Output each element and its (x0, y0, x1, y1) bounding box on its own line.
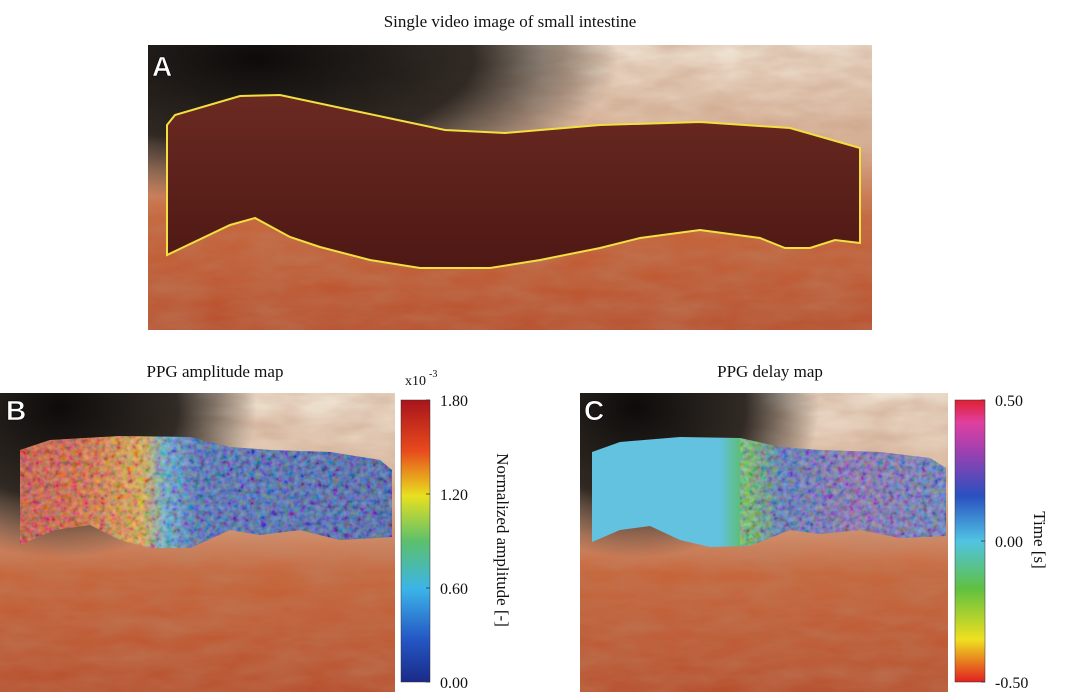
colorbar-tick-label: 0.50 (995, 393, 1023, 410)
panel-label: C (584, 395, 604, 426)
colorbar-tick-label: 0.60 (440, 581, 468, 598)
colorbar (954, 399, 986, 683)
colorbar-tick-label: 0.00 (440, 675, 468, 692)
figure-title: Single video image of small intestine (384, 12, 637, 31)
colorbar-multiplier: x10 (405, 374, 426, 389)
panel-title: PPG amplitude map (147, 362, 284, 381)
colorbar (400, 399, 431, 683)
video-image (148, 45, 872, 330)
colorbar-label: Time [s] (1030, 511, 1049, 568)
panel-label: A (152, 51, 172, 82)
delay-map (580, 393, 948, 692)
colorbar-tick-label: 0.00 (995, 534, 1023, 551)
colorbar-tick-label: 1.20 (440, 487, 468, 504)
roi-outline (166, 93, 861, 269)
colorbar-tick-label: 1.80 (440, 393, 468, 410)
colorbar-tick-label: -0.50 (995, 675, 1028, 692)
colorbar-label: Normalized amplitude [-] (493, 453, 512, 627)
colorbar-multiplier-exponent: -3 (429, 369, 437, 380)
amplitude-map (0, 393, 395, 692)
panel-label: B (6, 395, 26, 426)
panel-title: PPG delay map (717, 362, 823, 381)
